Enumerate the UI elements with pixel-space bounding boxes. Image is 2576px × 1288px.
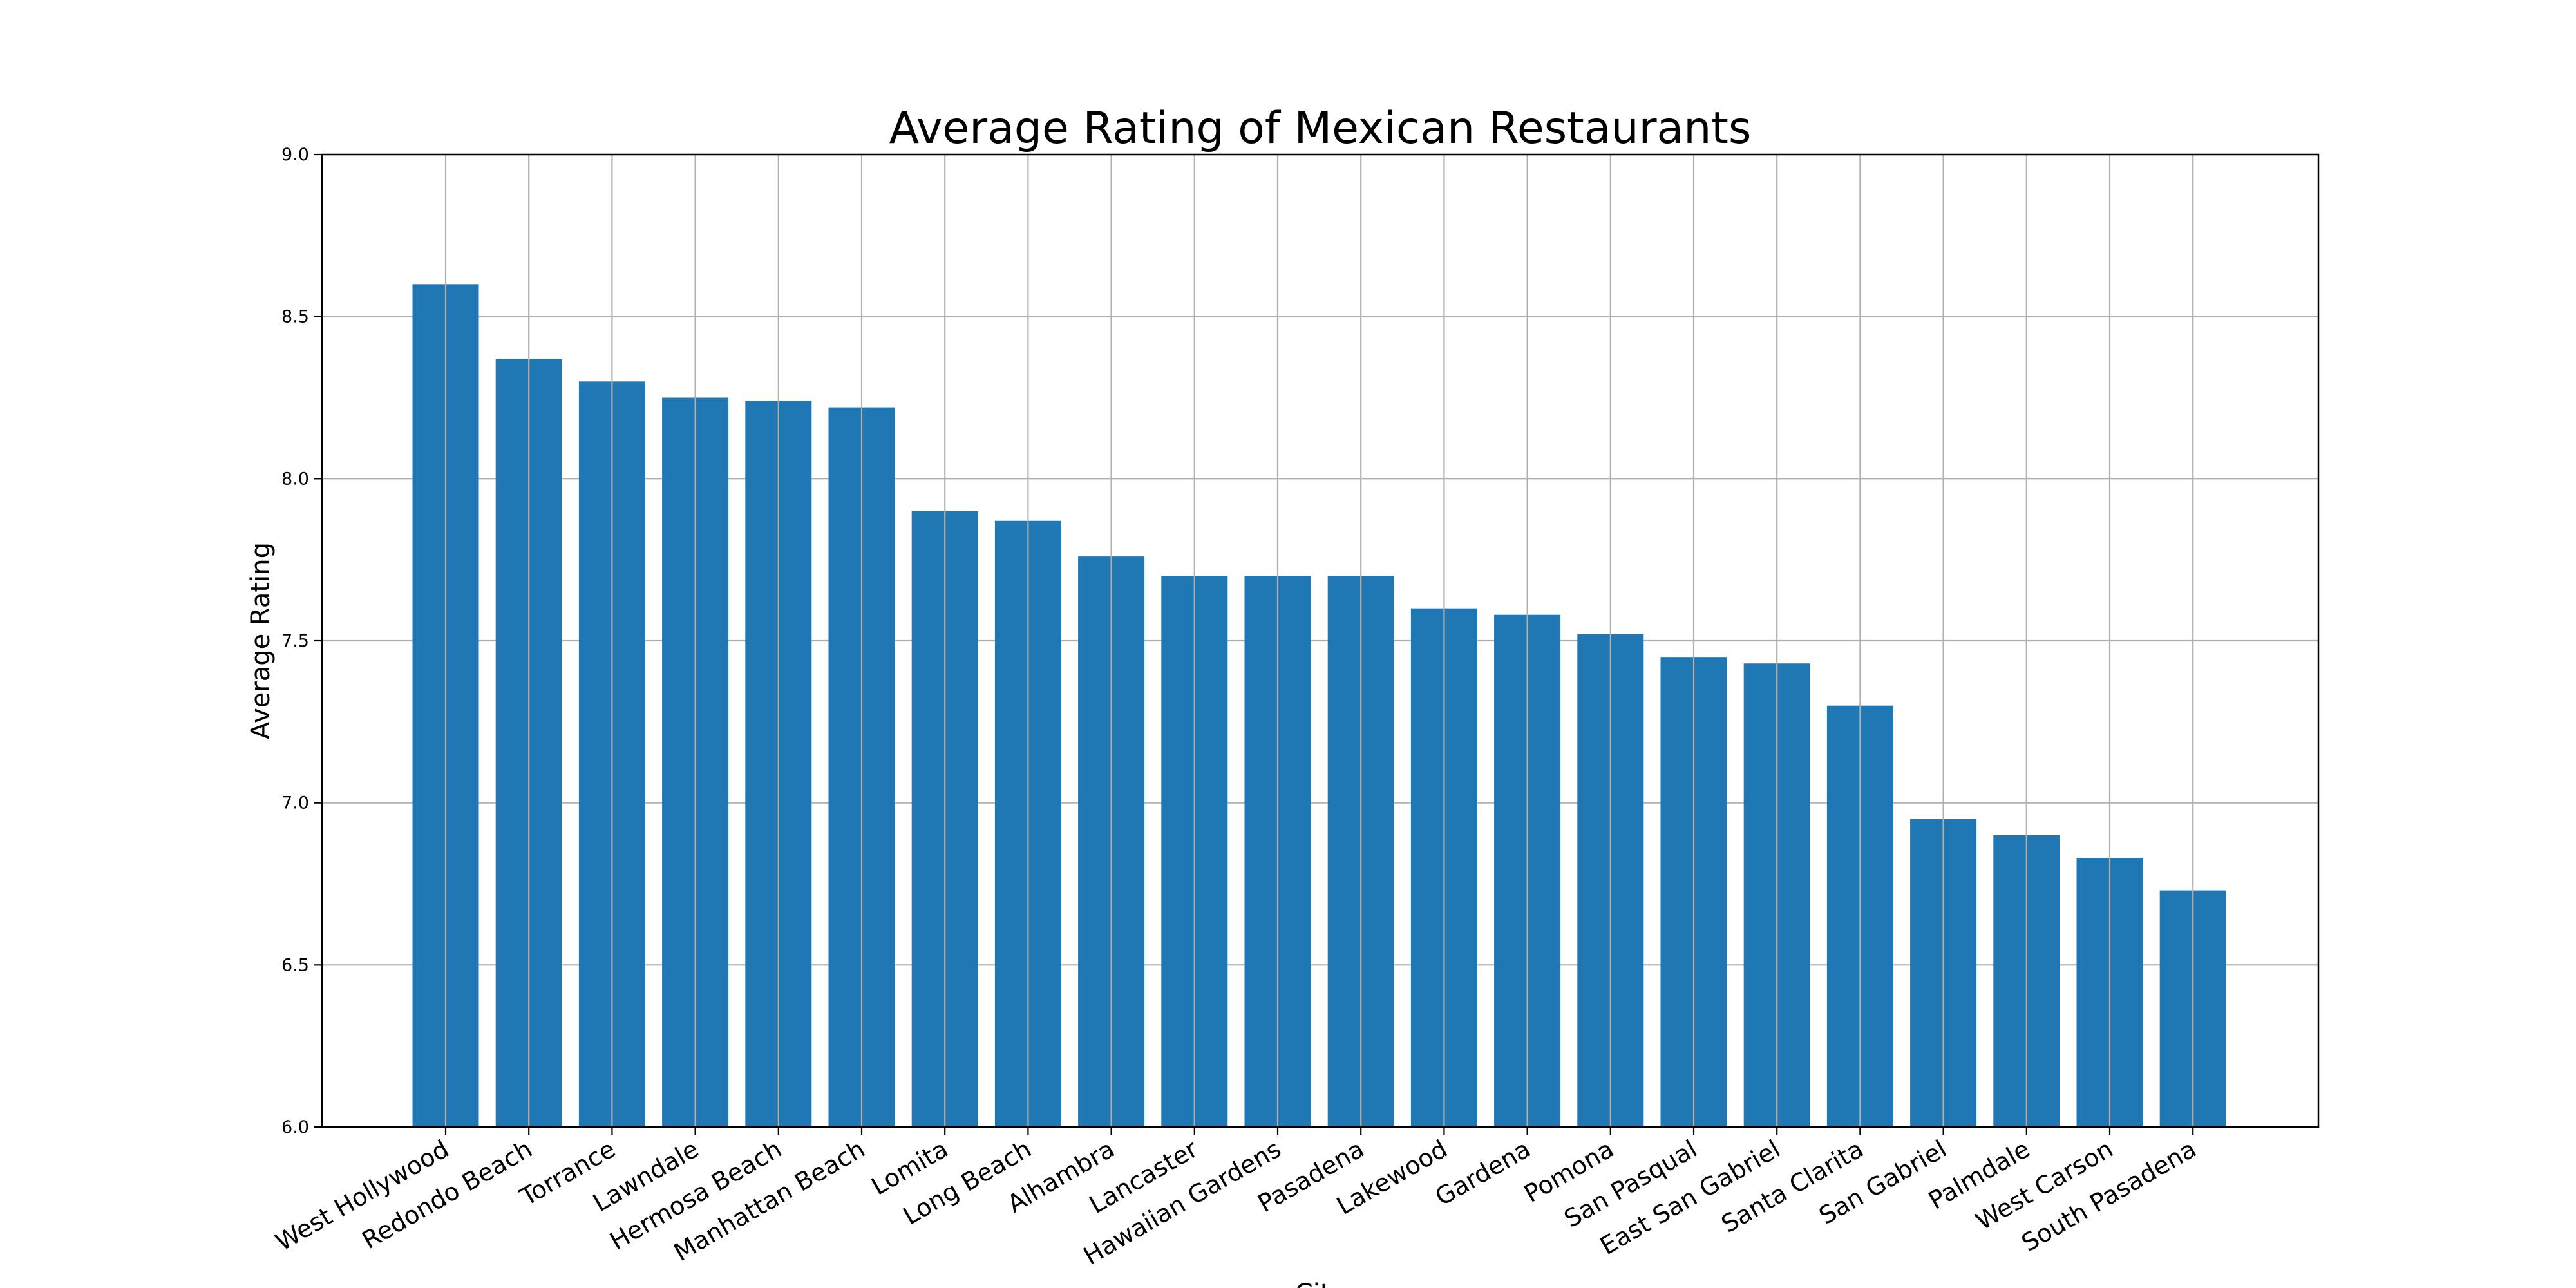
- grid: [322, 316, 2318, 966]
- x-tick-label: Gardena: [1430, 1135, 1535, 1211]
- x-tick-label: Santa Clarita: [1716, 1135, 1868, 1238]
- y-tick-label: 7.0: [281, 793, 309, 813]
- y-tick-label: 6.0: [281, 1117, 309, 1137]
- y-tick-label: 6.5: [281, 955, 309, 975]
- bars: [412, 155, 2226, 1128]
- y-axis-label: Average Rating: [246, 542, 276, 739]
- y-tick-label: 8.5: [281, 307, 309, 327]
- y-tick-label: 7.5: [281, 631, 309, 651]
- x-axis-label: City: [1295, 1279, 1345, 1288]
- y-tick-label: 9.0: [281, 145, 309, 165]
- y-tick-label: 8.0: [281, 469, 309, 489]
- y-axis: 6.0 6.5 7.0 7.5 8.0 8.5 9.0: [281, 145, 322, 1137]
- chart-title: Average Rating of Mexican Restaurants: [889, 103, 1752, 154]
